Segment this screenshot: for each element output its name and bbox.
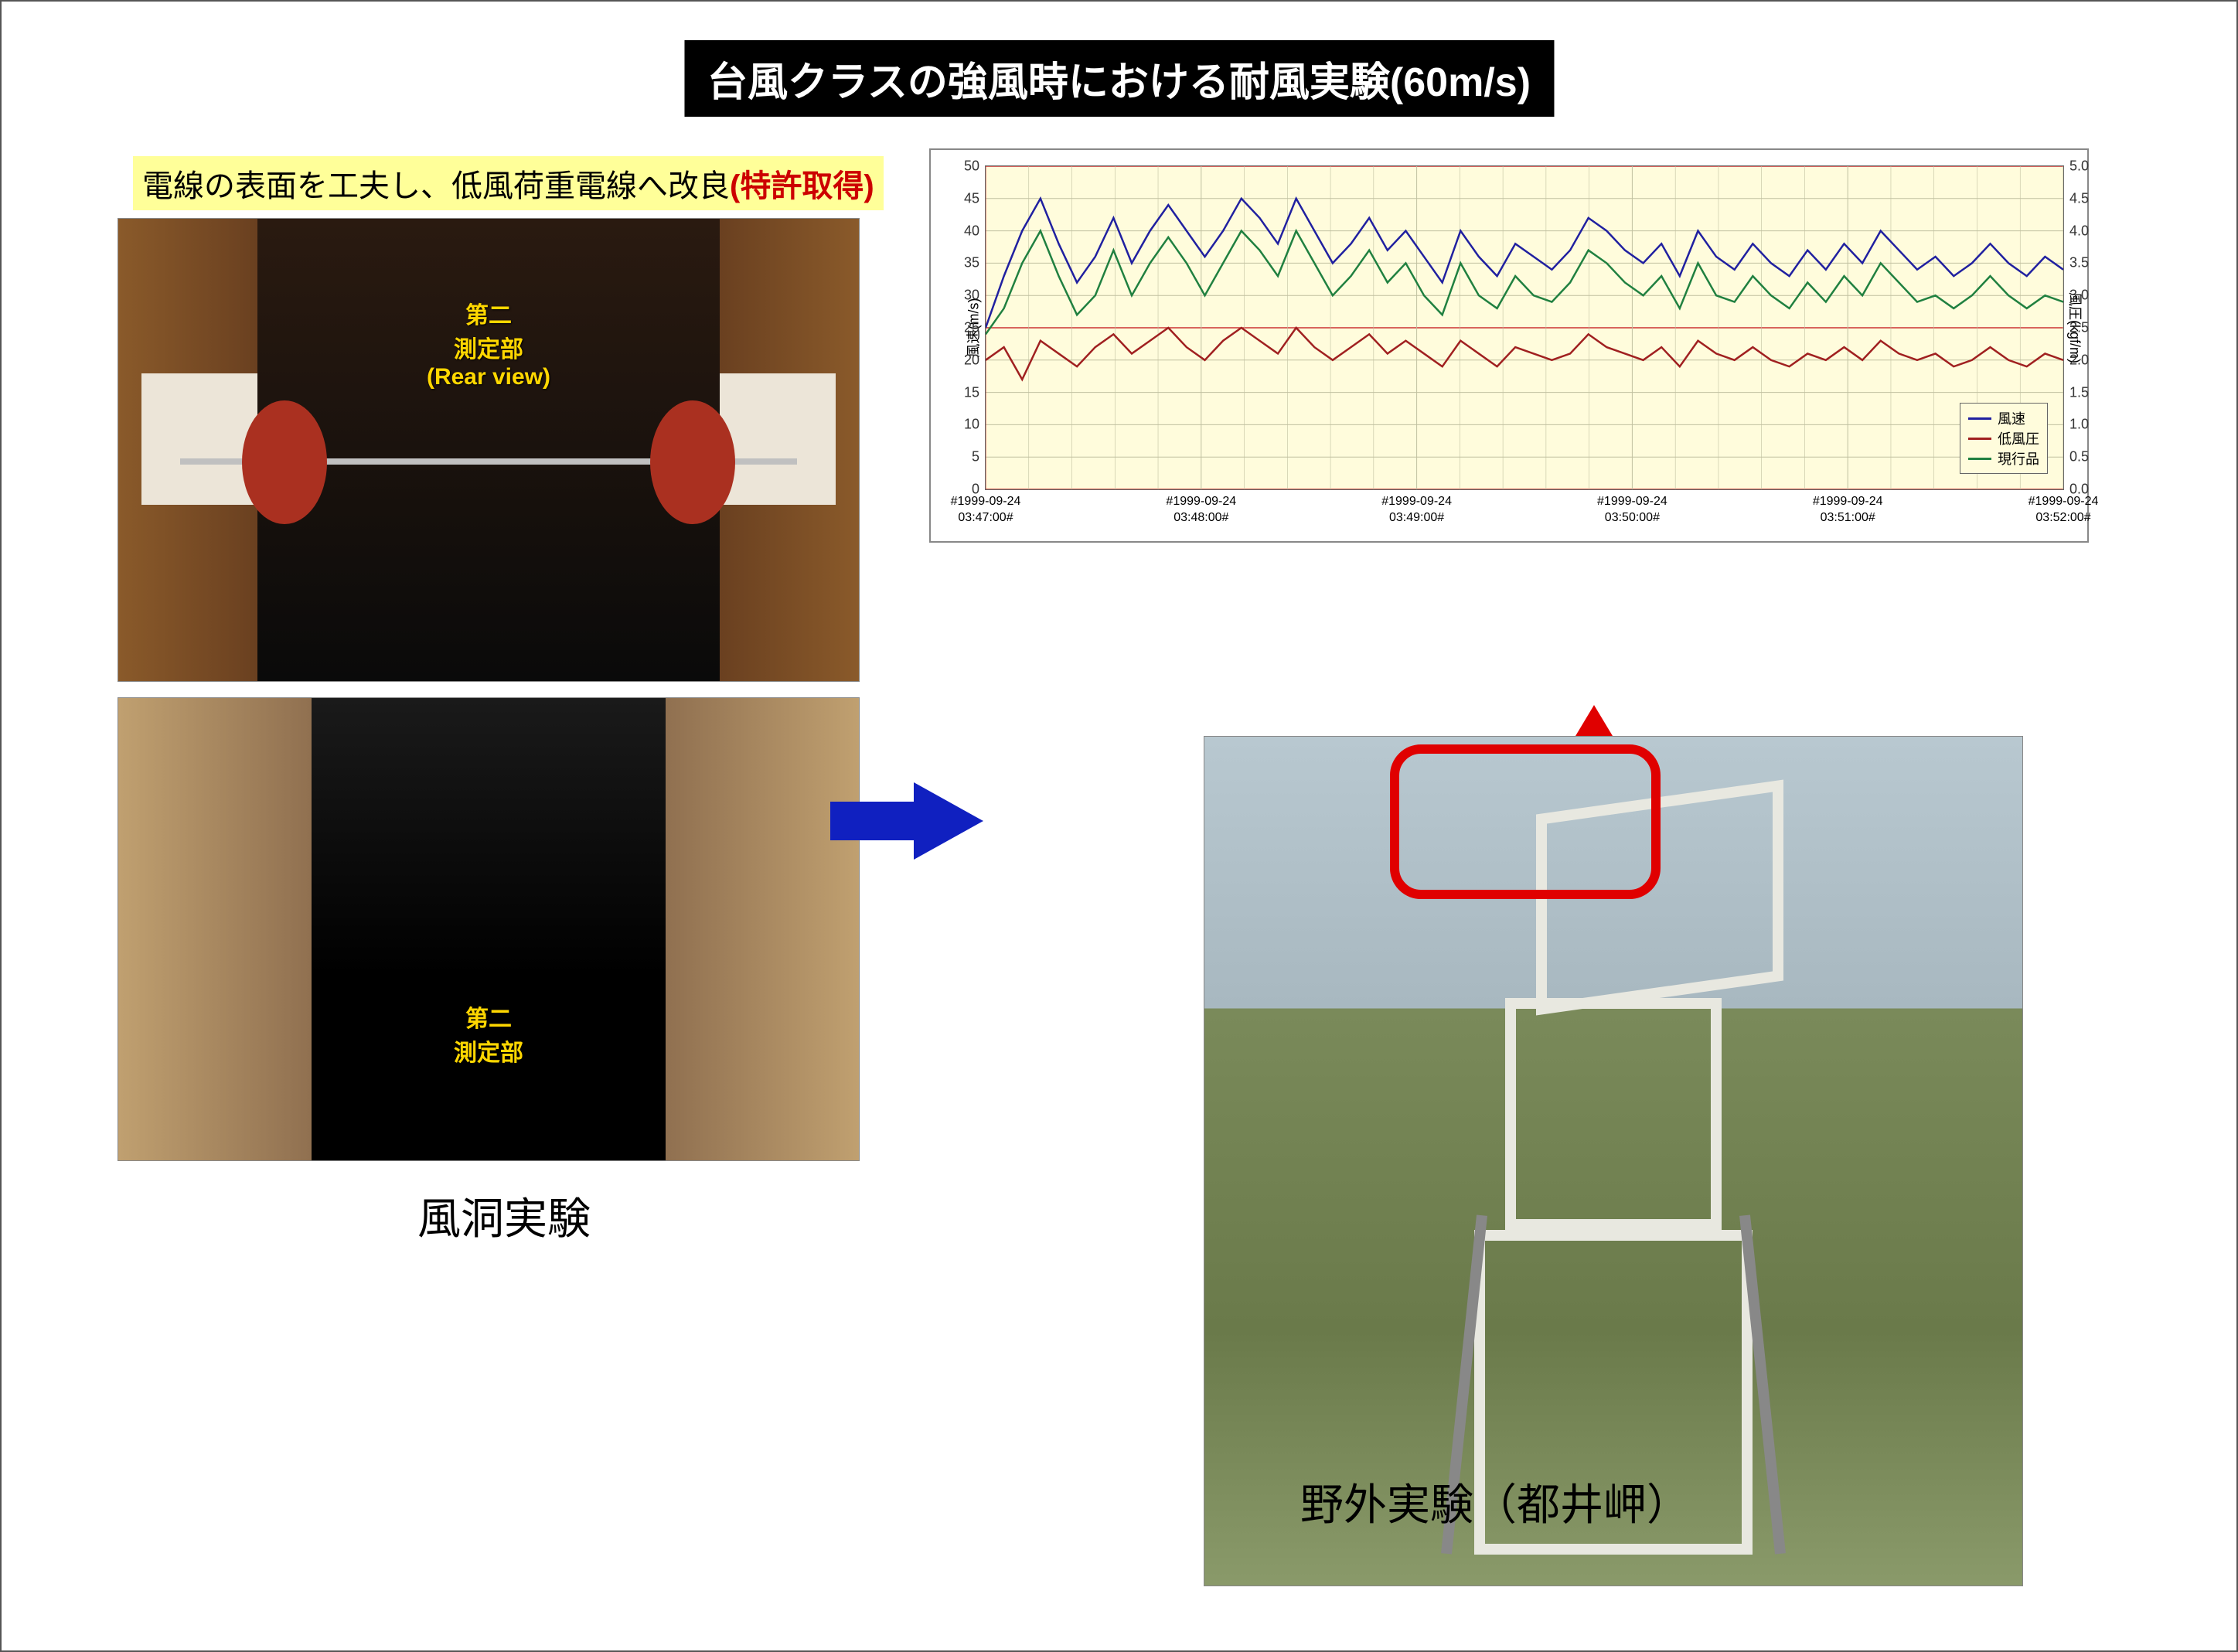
- y-tick-right: 2.5: [2069, 320, 2089, 336]
- y-tick-left: 35: [964, 255, 979, 271]
- legend-label: 現行品: [1998, 448, 2039, 468]
- wind-tunnel-photo-rear: 第二 測定部 (Rear view): [118, 218, 860, 682]
- label-line2: 測定部: [427, 330, 550, 364]
- y-tick-left: 25: [964, 320, 979, 336]
- page-title: 台風クラスの強風時における耐風実験(60m/s): [684, 40, 1554, 117]
- x-tick: #1999-09-2403:49:00#: [1381, 494, 1452, 526]
- y-tick-right: 3.0: [2069, 288, 2089, 304]
- y-tick-right: 3.5: [2069, 255, 2089, 271]
- left-column: 第二 測定部 (Rear view) 第二 測定部 風洞実験: [118, 218, 891, 1247]
- y-tick-left: 20: [964, 352, 979, 368]
- y-tick-left: 30: [964, 288, 979, 304]
- y-tick-right: 4.0: [2069, 223, 2089, 239]
- y-tick-left: 10: [964, 417, 979, 433]
- x-tick: #1999-09-2403:51:00#: [1813, 494, 1883, 526]
- chart-plot-area: 風速(m/s) 風圧(kgf/m) 風速低風圧現行品 0510152025303…: [985, 165, 2064, 490]
- series-現行品: [986, 231, 2063, 335]
- label-line1: 第二: [454, 1000, 523, 1034]
- legend-item: 現行品: [1968, 448, 2039, 468]
- photo-label-bottom: 第二 測定部: [454, 1000, 523, 1068]
- photo-label-top: 第二 測定部 (Rear view): [427, 296, 550, 390]
- legend-swatch: [1968, 417, 1991, 420]
- legend-label: 低風圧: [1998, 428, 2039, 448]
- y-tick-right: 1.0: [2069, 417, 2089, 433]
- label-line2: 測定部: [454, 1034, 523, 1068]
- caption-right: 野外実験（都井岬）: [1300, 1470, 1690, 1533]
- label-line3: (Rear view): [427, 364, 550, 390]
- caption-left: 風洞実験: [118, 1184, 891, 1247]
- field-experiment-photo: [1204, 736, 2023, 1586]
- right-column: 風速(m/s) 風圧(kgf/m) 風速低風圧現行品 0510152025303…: [929, 148, 2089, 543]
- label-line1: 第二: [427, 296, 550, 330]
- wall-plate-left: [141, 373, 257, 505]
- y-tick-right: 5.0: [2069, 158, 2089, 175]
- time-series-chart: 風速(m/s) 風圧(kgf/m) 風速低風圧現行品 0510152025303…: [929, 148, 2089, 543]
- subtitle: 電線の表面を工夫し、低風荷重電線へ改良(特許取得): [133, 156, 884, 210]
- legend-swatch: [1968, 458, 1991, 460]
- subtitle-patent: (特許取得): [730, 169, 874, 203]
- subtitle-main: 電線の表面を工夫し、低風荷重電線へ改良: [142, 169, 730, 203]
- x-tick: #1999-09-2403:50:00#: [1597, 494, 1667, 526]
- sensor-highlight-box: [1390, 744, 1661, 899]
- y-tick-left: 15: [964, 384, 979, 400]
- series-低風圧: [986, 328, 2063, 380]
- y-tick-left: 40: [964, 223, 979, 239]
- y-tick-left: 50: [964, 158, 979, 175]
- legend-label: 風速: [1998, 408, 2025, 428]
- y-tick-right: 0.5: [2069, 449, 2089, 465]
- support-disc-left: [242, 400, 327, 524]
- wind-tunnel-photo-front: 第二 測定部: [118, 697, 860, 1161]
- x-tick: #1999-09-2403:48:00#: [1166, 494, 1236, 526]
- y-tick-left: 5: [972, 449, 979, 465]
- support-disc-right: [650, 400, 735, 524]
- y-tick-right: 2.0: [2069, 352, 2089, 368]
- x-tick: #1999-09-2403:47:00#: [951, 494, 1021, 526]
- legend-swatch: [1968, 438, 1991, 440]
- y-tick-right: 1.5: [2069, 384, 2089, 400]
- arrow-right-icon: [914, 782, 983, 860]
- legend-item: 低風圧: [1968, 428, 2039, 448]
- x-tick: #1999-09-2403:52:00#: [2029, 494, 2099, 526]
- legend-item: 風速: [1968, 408, 2039, 428]
- y-tick-left: 45: [964, 190, 979, 206]
- chart-svg: [986, 166, 2063, 489]
- y-tick-right: 4.5: [2069, 190, 2089, 206]
- chart-legend: 風速低風圧現行品: [1960, 403, 2048, 474]
- tower-mid: [1505, 998, 1722, 1230]
- wall-plate-right: [720, 373, 836, 505]
